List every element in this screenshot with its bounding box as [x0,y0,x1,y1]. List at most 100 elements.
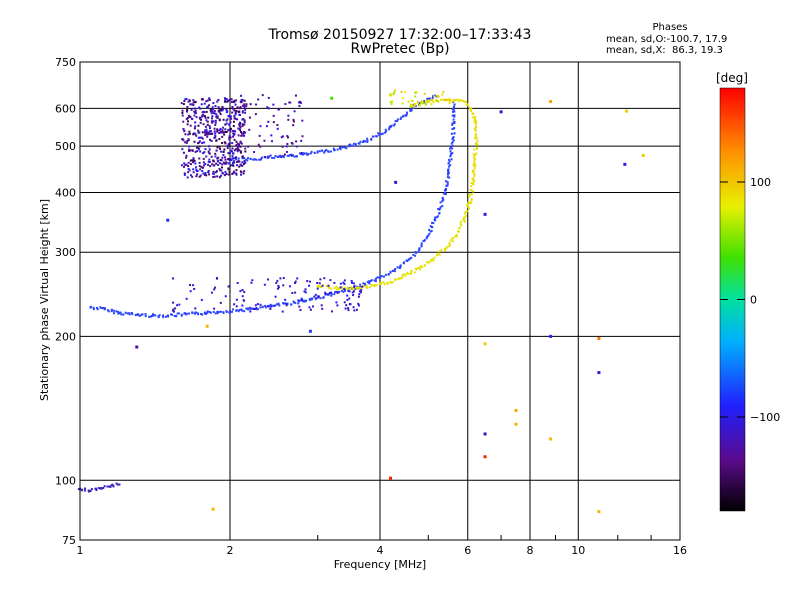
trace-point [366,139,369,142]
trace-point [449,150,452,153]
scatter-cloud-point [241,304,244,307]
scatter-cloud-point [192,171,195,174]
scatter-cloud-point [199,121,202,124]
trace-point [448,176,451,179]
scatter-cloud-point [352,294,355,297]
y-tick-label: 300 [55,246,76,259]
isolated-point [394,180,398,184]
scatter-cloud-point [189,163,192,166]
scatter-cloud-point [242,172,245,175]
trace-point [433,256,436,259]
trace-point [453,115,456,118]
trace-point [452,108,455,111]
trace-point [450,158,453,161]
scatter-cloud-point [222,161,225,164]
scatter-cloud-point [209,127,212,130]
scatter-cloud-point [223,97,226,100]
scatter-cloud-point [216,129,219,132]
trace-point [183,312,186,315]
scatter-cloud-point [294,280,297,283]
scatter-cloud-point [213,288,216,291]
phase-stats: Phases mean, sd,O:-100.7, 17.9 mean, sd,X:… [606,22,727,57]
trace-vertex-point [99,487,102,490]
scatter-cloud-point [221,163,224,166]
trace-vertex-point [447,171,450,174]
scatter-cloud-point [195,134,198,137]
trace-point [157,316,160,319]
scatter-cloud-point [238,165,241,168]
scatter-cloud-point [353,290,356,293]
scatter-cloud-point [206,123,209,126]
scatter-cloud-point [192,161,195,164]
trace-point [95,488,98,491]
trace-point [247,157,250,160]
scatter-cloud-point [201,141,204,144]
scatter-cloud-point [202,152,205,155]
trace-vertex-point [277,155,280,158]
scatter-cloud-point [216,159,219,162]
scatter-cloud-point [204,131,207,134]
scatter-cloud-point [215,115,218,118]
trace-point [455,98,458,101]
scatter-cloud-point [233,303,236,306]
trace-vertex-point [356,287,359,290]
trace-point [396,118,399,121]
scatter-cloud-point [318,282,321,285]
trace-point [426,98,429,101]
scatter-cloud-point [232,132,235,135]
trace-point [274,154,277,157]
scatter-cloud-point [348,297,351,300]
trace-point [222,311,225,314]
scatter-cloud-point [324,291,327,294]
trace-point [441,197,444,200]
scatter-cloud-point [220,150,223,153]
trace-point [252,158,255,161]
scatter-cloud-point [183,165,186,168]
scatter-cloud-point [445,98,448,101]
scatter-cloud-point [193,114,196,117]
trace-point [164,315,167,318]
trace-point [476,146,479,149]
trace-point [349,287,352,290]
scatter-cloud-point [187,161,190,164]
trace-point [447,165,450,168]
scatter-cloud-point [299,309,302,312]
scatter-cloud-point [228,171,231,174]
scatter-cloud-point [228,162,231,165]
scatter-cloud-point [207,150,210,153]
trace-point [102,486,105,489]
trace-point [140,313,143,316]
scatter-cloud-point [444,99,447,102]
scatter-cloud-point [393,91,396,94]
scatter-cloud-point [261,94,264,97]
trace-point [81,488,84,491]
trace-point [475,152,478,155]
trace-point [467,205,470,208]
trace-point [292,300,295,303]
trace-point [441,98,444,101]
scatter-cloud-point [301,135,304,138]
isolated-point [625,109,629,113]
scatter-cloud-point [213,130,216,133]
scatter-cloud-point [343,282,346,285]
trace-point [468,193,471,196]
scatter-cloud-point [191,159,194,162]
trace-point [309,299,312,302]
trace-point [359,285,362,288]
scatter-cloud-point [292,118,295,121]
scatter-cloud-point [216,130,219,133]
scatter-cloud-point [191,149,194,152]
trace-point [434,216,437,219]
trace-point [336,148,339,151]
scatter-cloud-point [266,106,269,109]
trace-point [97,487,100,490]
scatter-cloud-point [448,102,451,105]
scatter-cloud-point [181,109,184,112]
isolated-point [211,507,215,511]
trace-point [384,131,387,134]
scatter-cloud-point [231,157,234,160]
scatter-cloud-point [232,164,235,167]
scatter-cloud-point [200,136,203,139]
scatter-cloud-point [351,291,354,294]
scatter-cloud-point [202,161,205,164]
